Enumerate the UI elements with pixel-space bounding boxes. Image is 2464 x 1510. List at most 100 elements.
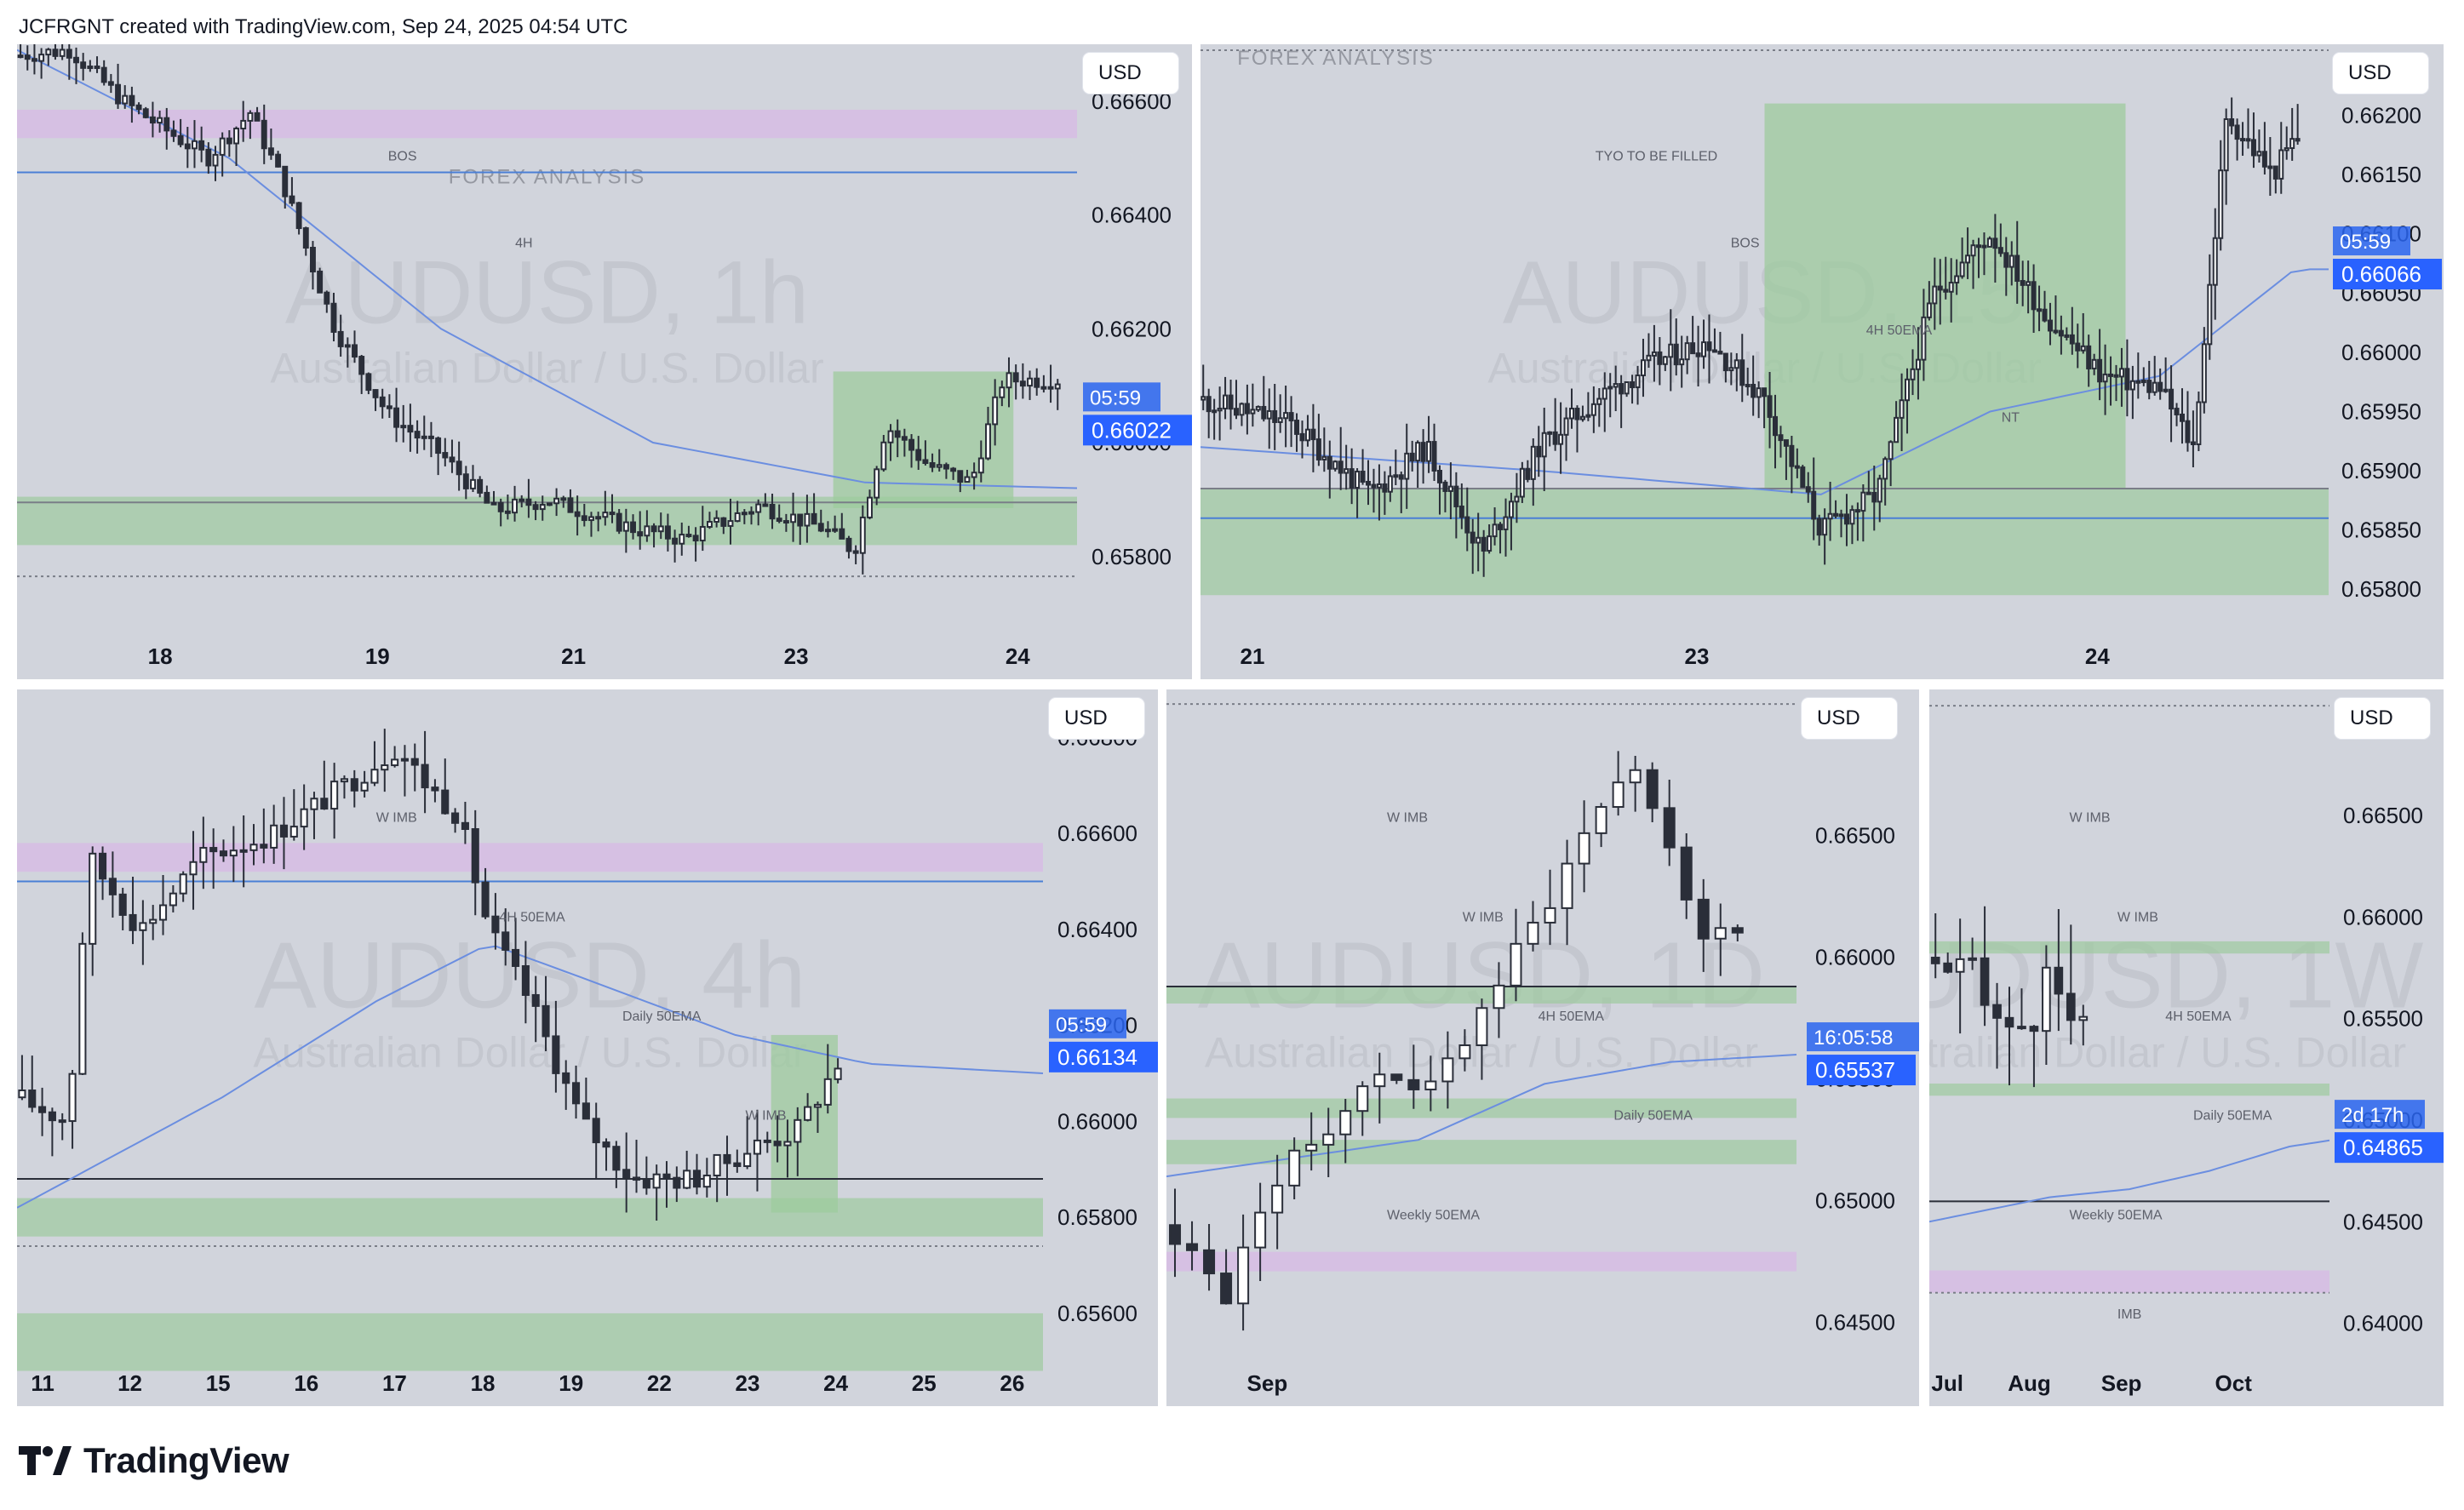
- candle-body: [1536, 445, 1542, 458]
- candle-body: [720, 517, 727, 527]
- candle-body: [741, 512, 748, 516]
- candle-body: [637, 531, 644, 537]
- candle-body: [692, 535, 699, 542]
- candle: [699, 506, 706, 552]
- candle: [504, 495, 511, 520]
- candle-body: [2196, 401, 2202, 446]
- y-tick-label: 0.66400: [1092, 203, 1172, 228]
- candle: [539, 495, 546, 521]
- candle-body: [118, 893, 127, 916]
- candle: [552, 1000, 560, 1093]
- bar-countdown: 2d 17h: [2341, 1104, 2404, 1127]
- candle-body: [1409, 452, 1415, 462]
- candle: [769, 493, 776, 529]
- candle-body: [1794, 465, 1800, 469]
- candle-body: [78, 942, 87, 1075]
- chart-panel-1w[interactable]: AUDUSD, 1WAustralian Dollar / U.S. Dolla…: [1929, 689, 2444, 1406]
- candle-body: [1585, 414, 1591, 418]
- candle: [657, 512, 664, 540]
- candle-body: [2223, 118, 2229, 172]
- candle: [118, 887, 127, 930]
- candle: [18, 1055, 26, 1101]
- candle-body: [2185, 420, 2191, 443]
- chart-panel-15m[interactable]: AUDUSD, 15Australian Dollar / U.S. Dolla…: [1200, 44, 2444, 679]
- candle: [48, 1107, 56, 1157]
- candle: [1476, 998, 1488, 1080]
- candle-body: [226, 137, 232, 145]
- tradingview-logo[interactable]: TradingView: [19, 1440, 289, 1481]
- candle-body: [1254, 1211, 1267, 1249]
- candle: [525, 478, 532, 518]
- candle: [1783, 439, 1789, 480]
- candle: [1415, 440, 1421, 489]
- candle: [2185, 391, 2191, 452]
- candle: [358, 354, 365, 394]
- candle-body: [1261, 405, 1267, 420]
- zone-band: [1166, 986, 1796, 1004]
- candle: [122, 85, 129, 109]
- candle: [832, 515, 839, 534]
- candle-body: [2004, 1016, 2014, 1028]
- candle-body: [817, 523, 824, 532]
- chart-panel-1h[interactable]: AUDUSD, 1h Australian Dollar / U.S. Dolla…: [17, 44, 1192, 679]
- candle-body: [971, 472, 977, 478]
- chart-attribution: JCFRGNT created with TradingView.com, Se…: [19, 15, 628, 38]
- candle: [1882, 456, 1888, 506]
- candle: [344, 337, 351, 368]
- candle-body: [650, 525, 657, 533]
- candle-body: [239, 849, 248, 853]
- candle-body: [1690, 342, 1696, 355]
- candle: [1629, 756, 1642, 812]
- x-tick-label: 24: [823, 1370, 848, 1396]
- currency-button[interactable]: USD: [1802, 698, 1897, 739]
- currency-button[interactable]: USD: [1049, 698, 1144, 739]
- candle: [845, 535, 852, 559]
- candle: [1619, 375, 1625, 428]
- candle-body: [1310, 428, 1316, 441]
- candle: [1728, 352, 1734, 386]
- chart-panel-4h[interactable]: AUDUSD, 4h Australian Dollar / U.S. Dolla…: [17, 689, 1158, 1406]
- candle: [212, 146, 219, 181]
- candle: [1271, 1154, 1284, 1250]
- candle: [1012, 364, 1019, 400]
- candle: [471, 809, 479, 916]
- candle: [622, 1132, 631, 1213]
- candle-body: [1762, 387, 1768, 398]
- chart-panel-1d[interactable]: AUDUSD, 1D Australian Dollar / U.S. Dolla…: [1166, 689, 1919, 1406]
- candle: [1203, 1224, 1216, 1291]
- candle-body: [2157, 381, 2163, 392]
- candle: [1955, 918, 1965, 1034]
- candle-body: [1992, 1004, 2002, 1019]
- candle: [664, 513, 671, 552]
- candle-body: [261, 119, 267, 150]
- candle: [2014, 220, 2020, 304]
- candle-body: [2201, 343, 2207, 403]
- candle: [205, 142, 212, 174]
- candle-body: [1646, 354, 1652, 362]
- candle: [1458, 483, 1464, 529]
- candle-body: [142, 108, 149, 118]
- candle: [2152, 356, 2157, 396]
- candle: [1019, 363, 1026, 399]
- candle-body: [1624, 380, 1630, 395]
- candle-body: [122, 94, 129, 105]
- candle-body: [683, 1170, 691, 1189]
- candle-body: [490, 501, 497, 506]
- last-price-label: 0.66022: [1092, 417, 1172, 443]
- candle: [360, 770, 369, 798]
- candle: [1948, 258, 1954, 323]
- candle: [922, 440, 929, 466]
- candle-body: [776, 518, 782, 523]
- zone-band: [1929, 941, 2329, 954]
- candle: [1816, 514, 1822, 546]
- candle: [957, 470, 964, 493]
- currency-button[interactable]: USD: [1083, 53, 1178, 94]
- candle-body: [2037, 308, 2043, 312]
- currency-button[interactable]: USD: [2335, 698, 2430, 739]
- candle: [1458, 1029, 1471, 1072]
- candle: [1470, 518, 1476, 575]
- candle: [2261, 122, 2267, 174]
- candle-body: [2240, 138, 2246, 142]
- currency-button[interactable]: USD: [2333, 53, 2428, 94]
